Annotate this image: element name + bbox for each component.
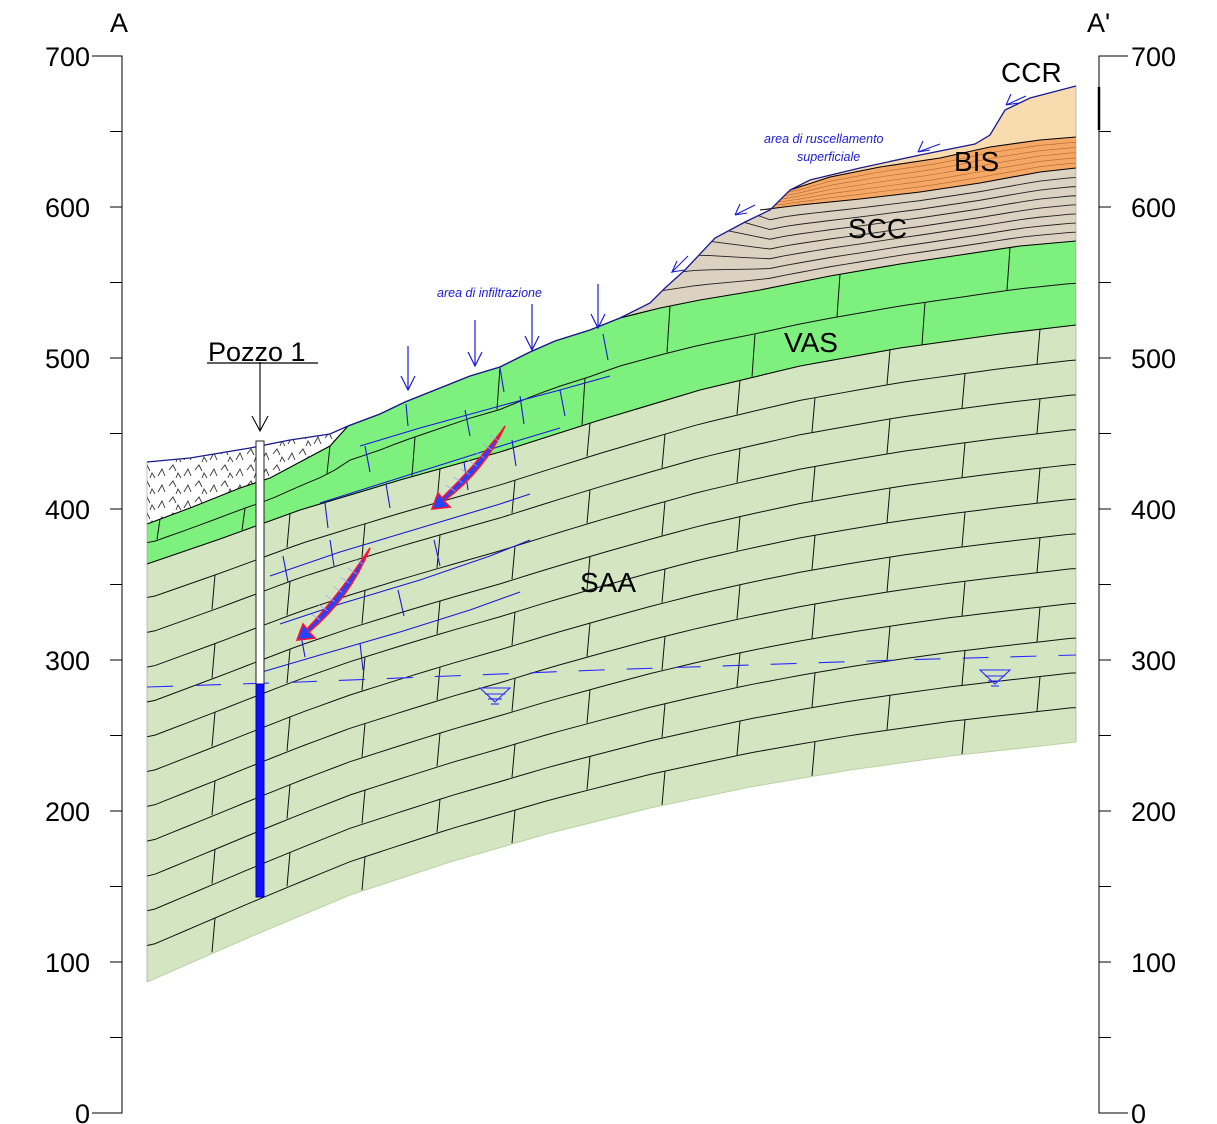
saa-bedding <box>147 329 1076 953</box>
flow-arrow <box>430 425 506 510</box>
section-start-label: A <box>110 8 128 38</box>
unit-label-bis: BIS <box>954 146 999 177</box>
well-label: Pozzo 1 <box>208 337 306 367</box>
unit-label-scc: SCC <box>848 213 907 244</box>
unit-label-ccr: CCR <box>1001 57 1062 88</box>
runoff-area-label-line2: superficiale <box>797 150 860 164</box>
axis-tick-label-left: 300 <box>45 646 90 676</box>
axis-tick-label-right: 600 <box>1131 193 1176 223</box>
infiltration-arrow <box>400 346 416 392</box>
well-casing <box>255 440 265 685</box>
runoff-arrow <box>1005 93 1027 106</box>
axis-tick-label-right: 500 <box>1131 344 1176 374</box>
bis-bedding <box>760 141 1076 207</box>
axis-tick-label-left: 600 <box>45 193 90 223</box>
infiltration-fracture-network <box>261 333 611 673</box>
infiltration-arrow <box>467 320 483 368</box>
well-pointer-arrow <box>251 415 269 433</box>
axis-tick-label-left: 700 <box>45 42 90 72</box>
elevation-axes <box>92 55 1128 1114</box>
water-table <box>146 654 1077 705</box>
runoff-arrow <box>734 203 756 216</box>
axis-tick-label-right: 400 <box>1131 495 1176 525</box>
well-pozzo-1: Pozzo 1 <box>207 337 318 898</box>
vas-layer <box>147 241 1076 564</box>
topographic-profile <box>146 85 1077 463</box>
saa-layer <box>147 325 1076 982</box>
flow-arrow <box>295 547 371 641</box>
infiltration-arrow <box>524 304 540 352</box>
unit-label-vas: VAS <box>784 327 838 358</box>
well-water-column <box>255 683 265 898</box>
runoff-arrow <box>917 140 941 153</box>
vas-bedding <box>147 247 1076 545</box>
axis-tick-label-right: 300 <box>1131 646 1176 676</box>
axis-tick-label-left: 100 <box>45 948 90 978</box>
infiltration-arrows <box>400 284 606 392</box>
runoff-area-label-line1: area di ruscellamento <box>764 132 884 146</box>
right-axis-labels: 0 100 200 300 400 500 600 700 <box>1131 42 1176 1124</box>
axis-tick-label-left: 0 <box>75 1099 90 1124</box>
infiltration-area-label: area di infiltrazione <box>437 286 542 300</box>
infiltration-arrow <box>590 284 606 330</box>
axis-tick-label-right: 700 <box>1131 42 1176 72</box>
bis-layer <box>760 137 1076 210</box>
debris-deposit <box>147 426 348 524</box>
runoff-arrow <box>670 255 689 273</box>
groundwater-flow-arrows <box>295 425 506 641</box>
axis-tick-label-left: 500 <box>45 344 90 374</box>
runoff-arrows <box>670 93 1027 273</box>
scc-layer <box>590 168 1076 330</box>
axis-tick-label-right: 100 <box>1131 948 1176 978</box>
axis-tick-label-left: 400 <box>45 495 90 525</box>
axis-tick-label-left: 200 <box>45 797 90 827</box>
axis-tick-label-right: 200 <box>1131 797 1176 827</box>
section-end-label: A' <box>1087 8 1110 38</box>
unit-label-saa: SAA <box>580 567 636 598</box>
axis-tick-label-right: 0 <box>1131 1099 1146 1124</box>
left-axis-labels: 0 100 200 300 400 500 600 700 <box>45 42 90 1124</box>
